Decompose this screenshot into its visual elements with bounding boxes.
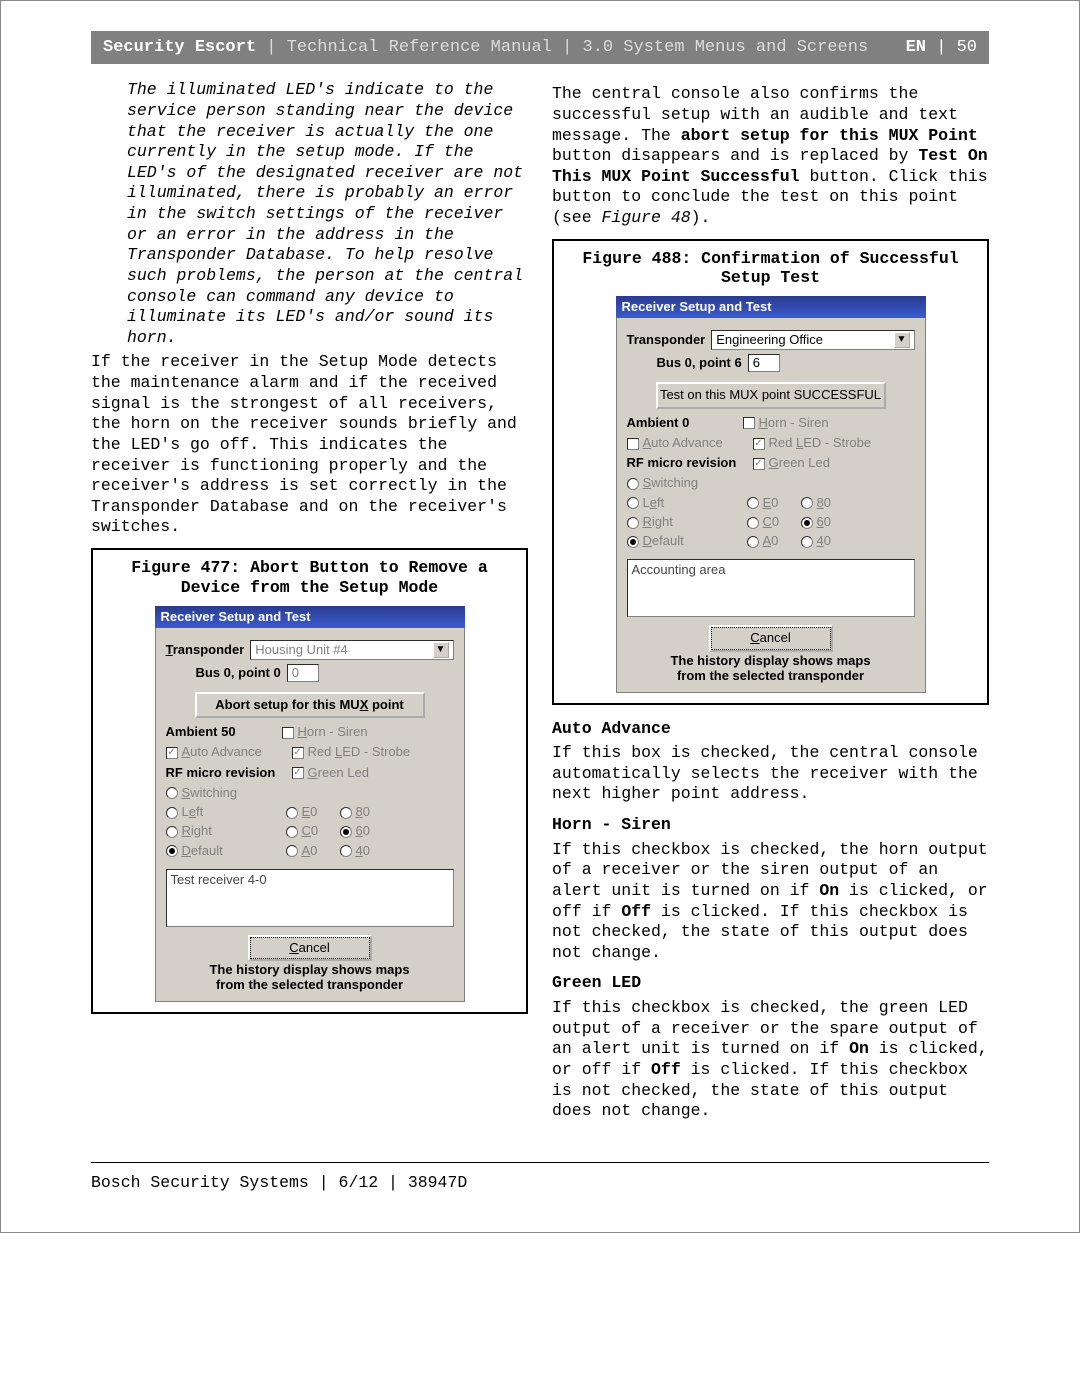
manual-page: Security Escort | Technical Reference Ma… <box>0 0 1080 1233</box>
40-radio-488[interactable] <box>801 536 813 548</box>
ambient-label: Ambient 50 <box>166 724 276 740</box>
dialog-477-footer: The history display shows maps from the … <box>166 963 454 993</box>
right-column: The central console also confirms the su… <box>552 80 989 1132</box>
history-list-488[interactable]: Accounting area <box>627 559 915 617</box>
switching-radio[interactable] <box>166 787 178 799</box>
e0-radio[interactable] <box>286 807 298 819</box>
two-column-body: The illuminated LED's indicate to the se… <box>91 80 989 1132</box>
para-green: If this checkbox is checked, the green L… <box>552 998 989 1122</box>
bus-label-488: Bus 0, point 6 <box>657 355 742 371</box>
dialog-477: Receiver Setup and Test Transponder Hous… <box>155 606 465 1002</box>
page-header: Security Escort | Technical Reference Ma… <box>91 31 989 64</box>
header-doc: Technical Reference Manual <box>287 38 552 57</box>
horn-checkbox[interactable] <box>282 727 294 739</box>
page-footer: Bosch Security Systems | 6/12 | 38947D <box>91 1162 989 1192</box>
radio-group-477: Switching Left E0 80 Right C0 60 <box>166 785 454 859</box>
bus-input-488[interactable]: 6 <box>748 354 780 372</box>
default-radio[interactable] <box>166 845 178 857</box>
e0-radio-488[interactable] <box>747 497 759 509</box>
chevron-down-icon[interactable]: ▼ <box>894 332 910 348</box>
dialog-477-titlebar: Receiver Setup and Test <box>155 606 465 628</box>
default-radio-488[interactable] <box>627 536 639 548</box>
left-radio-488[interactable] <box>627 497 639 509</box>
header-section: 3.0 System Menus and Screens <box>583 38 869 57</box>
green-led-checkbox[interactable]: ✓ <box>292 767 304 779</box>
transponder-label: Transponder <box>166 642 245 658</box>
figure-488: Figure 488: Confirmation of Successful S… <box>552 239 989 705</box>
dialog-488-titlebar: Receiver Setup and Test <box>616 296 926 318</box>
bus-label: Bus 0, point 0 <box>196 665 281 681</box>
dialog-488-footer: The history display shows maps from the … <box>627 654 915 684</box>
history-list-477[interactable]: Test receiver 4-0 <box>166 869 454 927</box>
transponder-value-488: Engineering Office <box>716 332 823 348</box>
red-led-checkbox[interactable]: ✓ <box>292 747 304 759</box>
transponder-combo-488[interactable]: Engineering Office ▼ <box>711 330 914 350</box>
left-para-1: If the receiver in the Setup Mode detect… <box>91 352 528 538</box>
abort-setup-button[interactable]: Abort setup for this MUX point <box>195 692 425 718</box>
dialog-488: Receiver Setup and Test Transponder Engi… <box>616 296 926 692</box>
header-sep-1: | <box>266 38 286 57</box>
cancel-button-488[interactable]: Cancel <box>711 627 831 649</box>
rf-label: RF micro revision <box>166 765 286 781</box>
header-lang: EN <box>906 38 926 57</box>
header-sep-2: | <box>562 38 582 57</box>
left-column: The illuminated LED's indicate to the se… <box>91 80 528 1132</box>
horn-checkbox-488[interactable] <box>743 417 755 429</box>
header-sep-3: | <box>936 38 956 57</box>
80-radio[interactable] <box>340 807 352 819</box>
auto-advance-checkbox[interactable]: ✓ <box>166 747 178 759</box>
a0-radio[interactable] <box>286 845 298 857</box>
heading-green: Green LED <box>552 973 989 994</box>
para-horn: If this checkbox is checked, the horn ou… <box>552 840 989 964</box>
transponder-label-488: Transponder <box>627 332 706 348</box>
led-note: The illuminated LED's indicate to the se… <box>127 80 528 348</box>
dialog-488-body: Transponder Engineering Office ▼ Bus 0, … <box>616 318 926 692</box>
test-successful-button[interactable]: Test on this MUX point SUCCESSFUL <box>656 382 886 408</box>
transponder-combo[interactable]: Housing Unit #4 ▼ <box>250 640 453 660</box>
60-radio[interactable] <box>340 826 352 838</box>
40-radio[interactable] <box>340 845 352 857</box>
80-radio-488[interactable] <box>801 497 813 509</box>
figure-477-title: Figure 477: Abort Button to Remove a Dev… <box>101 556 518 606</box>
left-radio[interactable] <box>166 807 178 819</box>
header-page: 50 <box>957 38 977 57</box>
header-right: EN | 50 <box>886 37 977 58</box>
ambient-label-488: Ambient 0 <box>627 415 737 431</box>
a0-radio-488[interactable] <box>747 536 759 548</box>
heading-auto-advance: Auto Advance <box>552 719 989 740</box>
transponder-value: Housing Unit #4 <box>255 642 348 658</box>
header-title-block: Security Escort | Technical Reference Ma… <box>103 37 886 58</box>
c0-radio-488[interactable] <box>747 517 759 529</box>
bus-input[interactable]: 0 <box>287 664 319 682</box>
dialog-477-body: Transponder Housing Unit #4 ▼ Bus 0, poi… <box>155 628 465 1002</box>
header-product: Security Escort <box>103 38 256 57</box>
rf-label-488: RF micro revision <box>627 455 747 471</box>
c0-radio[interactable] <box>286 826 298 838</box>
figure-488-title: Figure 488: Confirmation of Successful S… <box>562 247 979 297</box>
right-radio-488[interactable] <box>627 517 639 529</box>
switching-radio-488[interactable] <box>627 478 639 490</box>
radio-group-488: Switching Left E0 80 Right C0 60 <box>627 475 915 549</box>
green-led-checkbox-488[interactable]: ✓ <box>753 458 765 470</box>
para-auto-advance: If this box is checked, the central cons… <box>552 743 989 805</box>
figure-477: Figure 477: Abort Button to Remove a Dev… <box>91 548 528 1014</box>
60-radio-488[interactable] <box>801 517 813 529</box>
red-led-checkbox-488[interactable]: ✓ <box>753 438 765 450</box>
right-para-1: The central console also confirms the su… <box>552 84 989 228</box>
cancel-button-477[interactable]: Cancel <box>250 937 370 959</box>
auto-advance-checkbox-488[interactable] <box>627 438 639 450</box>
chevron-down-icon[interactable]: ▼ <box>433 642 449 658</box>
heading-horn: Horn - Siren <box>552 815 989 836</box>
right-radio[interactable] <box>166 826 178 838</box>
